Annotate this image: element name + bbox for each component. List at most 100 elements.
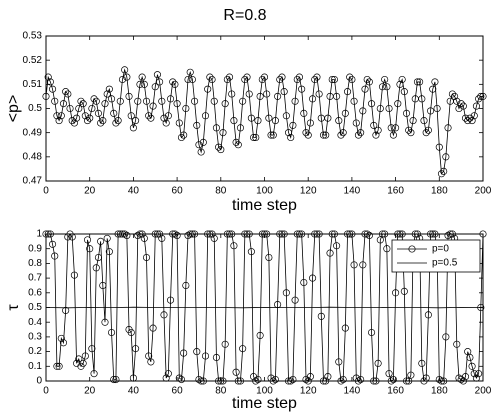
x-tick-label: 120 (300, 386, 317, 397)
data-point (466, 114, 474, 122)
data-point (289, 375, 297, 384)
data-point (431, 78, 439, 86)
data-point (416, 78, 424, 86)
data-point (256, 92, 264, 100)
data-point (343, 88, 352, 96)
y-tick-label: 0.48 (23, 151, 43, 162)
data-point (134, 231, 142, 240)
data-point (335, 358, 343, 366)
data-point (46, 230, 54, 238)
x-axis-label: time step (232, 197, 297, 214)
data-point (258, 75, 266, 84)
data-point (422, 129, 430, 137)
data-point (315, 90, 323, 98)
data-point (409, 117, 417, 125)
data-point (140, 80, 148, 88)
data-point (400, 88, 408, 96)
x-tick-label: 80 (215, 186, 227, 197)
data-point (118, 75, 127, 84)
y-tick-label: 0 (36, 376, 42, 387)
data-point (451, 92, 459, 100)
data-point (276, 230, 284, 238)
data-point (293, 230, 301, 238)
data-point (470, 112, 478, 120)
data-point (195, 375, 203, 384)
data-point (269, 131, 277, 139)
data-point (153, 71, 161, 79)
data-point (326, 249, 334, 257)
x-tick-label: 60 (172, 186, 184, 197)
data-point (57, 334, 65, 342)
data-point (243, 230, 251, 238)
y-tick-label: 0.53 (23, 31, 43, 42)
data-point (282, 112, 290, 120)
data-point (368, 100, 376, 108)
data-point (86, 245, 94, 253)
data-point (79, 359, 87, 367)
data-point (212, 124, 220, 132)
data-point (402, 109, 411, 117)
data-point (225, 230, 234, 238)
data-point (328, 230, 336, 238)
data-point (197, 377, 205, 385)
data-point (59, 339, 68, 347)
data-point (75, 355, 83, 363)
data-point (359, 107, 367, 115)
data-point (99, 117, 107, 125)
data-point (62, 88, 70, 96)
x-tick-label: 120 (300, 186, 317, 197)
data-point (162, 119, 170, 127)
data-point (101, 318, 109, 326)
data-point (64, 90, 72, 98)
data-point (372, 131, 380, 139)
data-point (83, 117, 92, 125)
data-point (66, 104, 74, 113)
data-point (350, 261, 358, 269)
data-point (278, 73, 286, 81)
data-point (232, 368, 240, 376)
y-tick-label: 0.52 (23, 55, 43, 66)
data-point (245, 230, 253, 238)
data-point (177, 133, 186, 142)
data-point (335, 117, 343, 125)
data-point (182, 104, 190, 113)
data-point (407, 371, 415, 379)
data-point (322, 377, 330, 385)
data-point (319, 377, 328, 385)
y-axis-label: τ (5, 304, 22, 311)
data-point (282, 289, 290, 297)
data-point (383, 245, 391, 253)
data-point (477, 92, 485, 100)
data-point (138, 73, 146, 81)
data-point (354, 377, 363, 385)
data-point (83, 236, 92, 244)
data-point (300, 278, 308, 287)
data-point (363, 230, 371, 238)
data-point (269, 377, 277, 385)
data-point (219, 377, 227, 385)
data-point (90, 95, 98, 103)
data-point (208, 230, 216, 238)
data-point (228, 230, 236, 238)
data-point (230, 242, 238, 250)
data-point (459, 377, 467, 385)
data-point (51, 252, 59, 260)
data-point (271, 375, 279, 384)
data-point (186, 230, 194, 238)
data-point (142, 97, 151, 105)
data-point (101, 100, 109, 108)
data-point (125, 92, 133, 100)
data-point (191, 97, 199, 105)
data-point (225, 73, 234, 81)
data-point (468, 362, 476, 370)
data-point (180, 131, 188, 139)
data-point (398, 230, 406, 238)
data-point (241, 230, 249, 238)
data-point (46, 78, 54, 86)
data-point (212, 353, 220, 362)
data-point (173, 231, 181, 240)
y-tick-label: 0.4 (28, 317, 42, 328)
data-point (291, 296, 299, 304)
data-point (142, 253, 151, 262)
x-tick-label: 200 (475, 186, 491, 197)
